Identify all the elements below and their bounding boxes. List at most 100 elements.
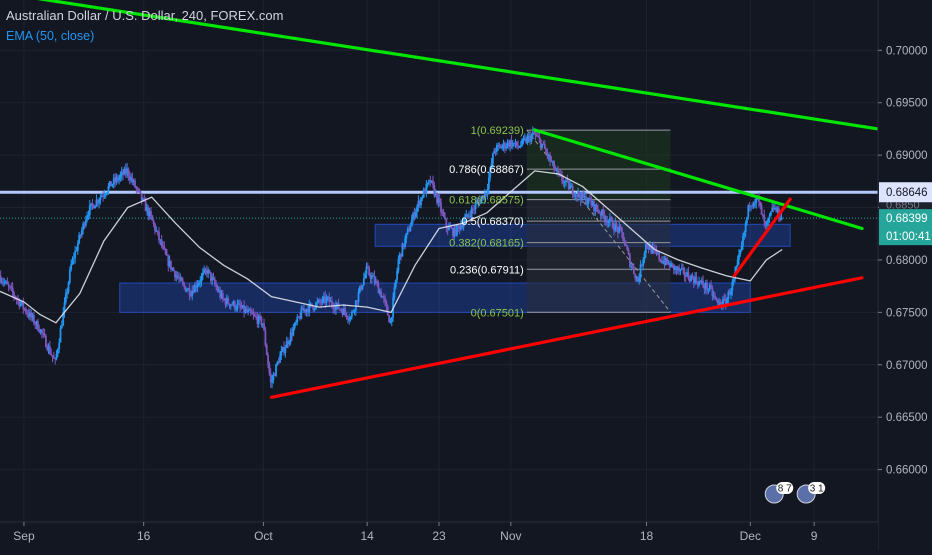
candle-body	[494, 150, 497, 152]
candle-body	[215, 284, 218, 288]
symbol-row[interactable]: Australian Dollar / U.S. Dollar, 240, FO…	[6, 6, 283, 26]
candle-body	[130, 177, 132, 180]
candle-body	[679, 269, 682, 272]
candle-body	[615, 223, 618, 228]
candle-body	[98, 200, 101, 203]
candle-body	[551, 161, 554, 163]
candle-body	[156, 230, 159, 232]
candle-body	[281, 347, 284, 351]
candle-body	[80, 230, 83, 236]
candle-body	[676, 267, 679, 271]
candle-body	[207, 269, 210, 274]
candle-body	[380, 291, 383, 298]
candle-body	[138, 188, 140, 191]
candle-body	[656, 252, 659, 254]
candle-body	[446, 227, 449, 231]
fib-band	[526, 269, 671, 313]
candle-body	[321, 298, 324, 303]
candle-body	[104, 193, 107, 196]
candle-body	[426, 182, 429, 185]
candle-body	[139, 190, 142, 194]
candle-body	[441, 211, 444, 213]
candle-body	[127, 168, 130, 177]
candle-body	[344, 308, 347, 314]
candle-body	[393, 287, 396, 298]
candle-body	[317, 299, 320, 302]
candle-body	[412, 212, 414, 221]
candle-body	[759, 201, 762, 206]
candle-body	[722, 298, 724, 307]
candle-body	[460, 225, 462, 230]
candle-body	[667, 262, 670, 264]
candle-body	[515, 141, 518, 147]
candle-body	[56, 349, 59, 354]
candle-body	[59, 328, 62, 343]
candle-body	[283, 347, 285, 353]
fib-level-label: 0.786(0.68867)	[449, 164, 524, 176]
candle-body	[772, 207, 775, 210]
candle-body	[519, 145, 522, 147]
price-axis-bg	[878, 0, 932, 550]
candle-body	[621, 228, 623, 233]
candle-body	[265, 344, 268, 355]
candle-body	[301, 308, 304, 311]
candle-body	[647, 247, 650, 250]
resistance-price-tag: 0.68646	[886, 187, 928, 199]
candle-body	[170, 260, 172, 270]
candle-body	[505, 146, 508, 149]
candle-body	[549, 154, 551, 161]
candle-body	[88, 205, 91, 216]
candle-body	[115, 177, 118, 182]
candle-body	[221, 293, 224, 299]
candle-body	[662, 261, 665, 263]
candle-body	[762, 214, 764, 216]
candle-body	[698, 281, 700, 286]
candle-body	[331, 300, 333, 306]
candle-body	[514, 141, 517, 145]
candle-body	[369, 275, 372, 279]
indicator-row[interactable]: EMA (50, close)	[6, 26, 283, 46]
candle-body	[619, 226, 622, 229]
symbol-title: Australian Dollar / U.S. Dollar, 240, FO…	[6, 8, 284, 23]
candle-body	[256, 317, 259, 324]
candle-body	[6, 281, 9, 285]
candle-body	[131, 177, 134, 182]
candle-body	[386, 306, 389, 316]
candle-body	[711, 287, 714, 296]
candle-body	[211, 277, 214, 281]
candle-body	[397, 259, 400, 271]
candle-body	[228, 303, 231, 307]
candle-body	[151, 215, 154, 221]
candle-body	[296, 316, 299, 323]
candle-body	[30, 312, 33, 318]
candle-body	[159, 239, 162, 241]
candle-body	[150, 211, 152, 216]
candle-body	[630, 266, 633, 268]
candle-body	[567, 180, 570, 190]
candle-body	[114, 178, 116, 182]
candle-body	[566, 179, 569, 181]
candle-body	[622, 232, 625, 242]
candle-body	[664, 258, 667, 265]
candle-body	[94, 205, 97, 209]
candle-body	[716, 300, 719, 303]
candle-body	[271, 379, 273, 383]
candle-body	[643, 253, 646, 260]
candle-body	[482, 195, 485, 200]
candle-body	[659, 259, 662, 261]
trendline-short-red	[732, 197, 792, 278]
candle-body	[103, 195, 106, 197]
candle-body	[416, 206, 418, 213]
candle-body	[360, 285, 363, 290]
candle-body	[264, 330, 267, 345]
time-tick-label: 16	[137, 529, 151, 543]
candle-body	[707, 289, 710, 291]
candle-body	[289, 332, 292, 342]
candle-body	[162, 245, 164, 247]
candle-body	[135, 187, 138, 189]
candle-body	[209, 272, 212, 281]
candle-body	[277, 361, 280, 363]
candle-body	[525, 138, 528, 143]
candle-body	[614, 223, 617, 231]
